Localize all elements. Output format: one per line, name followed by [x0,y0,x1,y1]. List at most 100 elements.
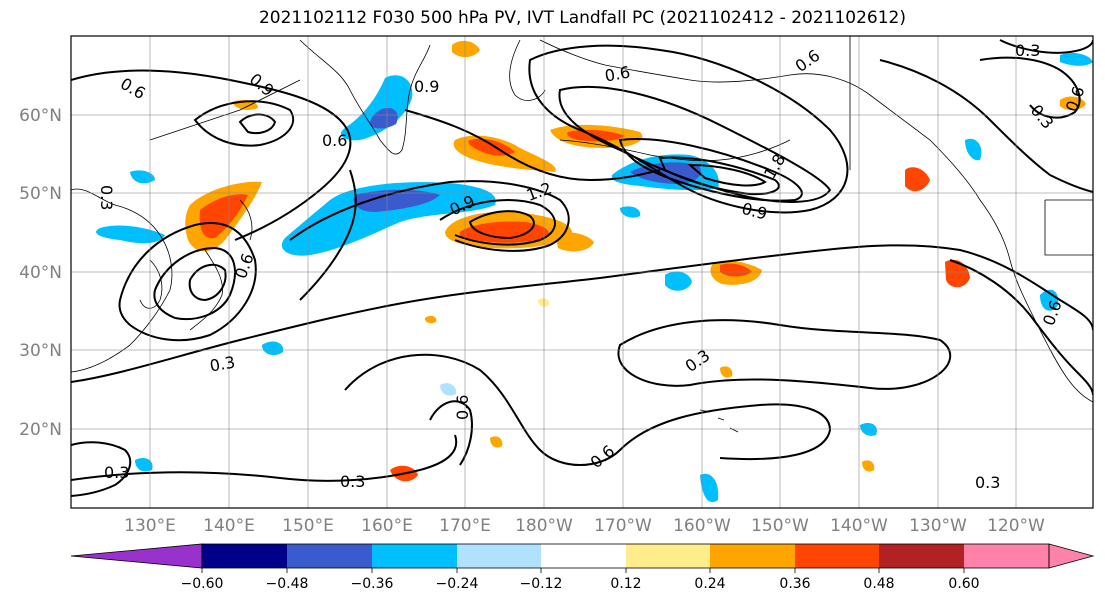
lon-label: 150°W [751,516,809,536]
colorbar-seg [879,544,964,568]
contour-japan2 [153,246,236,321]
coast-korea [139,259,163,309]
neg-shade-japan-w [96,225,165,244]
lon-label: 150°E [282,516,334,536]
coast-kamchatka [299,39,431,155]
pos-shade-sm2 [862,460,875,472]
colorbar-seg [457,544,541,568]
colorbar-tick: 0.48 [863,576,894,592]
lon-label: 120°W [987,516,1045,536]
contour-east [879,59,1093,193]
contour-ak-5 [687,163,767,187]
lon-label: 130°E [124,516,176,536]
contour-ak-4 [658,156,780,196]
neg-shade-s2 [860,423,877,436]
contour-east3 [999,39,1093,54]
colorbar-tick: −0.24 [436,576,479,592]
contour-label: 0.3 [208,352,236,375]
coast-westna [1009,259,1093,403]
contour-sw-corner [71,441,132,497]
contour-label: 0.3 [1015,41,1040,60]
contour-japan3 [188,263,227,302]
coast-aleutians [559,139,791,162]
contour-japan1 [118,222,257,342]
neg-shade-s4 [135,458,153,472]
lon-label: 130°W [909,516,967,536]
pos-shade-aleut-core [567,129,625,142]
colorbar-seg [287,544,372,568]
contour-label: 0.9 [414,77,439,96]
lon-label: 170°E [439,516,491,536]
pos-shade-sm1 [720,366,733,378]
neg-shade-hawaii [665,271,692,291]
neg-shade-s5 [620,206,641,218]
contour-label: 0.6 [603,62,631,85]
latitude-labels: 60°N 50°N 40°N 30°N 20°N [19,106,62,440]
lon-label: 140°E [203,516,255,536]
pos-shade-sm3 [490,436,503,448]
lat-label: 30°N [19,341,62,361]
colorbar-seg [964,544,1049,568]
colorbar-seg [372,544,457,568]
contour-north-loop [193,100,295,147]
pos-shade-sm6 [538,298,550,307]
contour-03-south [71,244,1093,383]
contour-label: 0.3 [340,472,365,491]
colorbar-tick: 0.36 [779,576,810,592]
neg-shade-s6 [440,383,457,396]
contour-pv-mid3 [468,210,535,240]
contour-pv-mid2 [439,199,556,246]
map-frame [70,35,1094,509]
coast-asia [71,188,173,373]
pos-shade-c [556,232,594,252]
contour-label: 0.6 [453,395,472,420]
neg-shade-kamchatka [340,75,413,141]
pos-shade-gulf-core [720,263,752,277]
pos-shade-sm5 [424,315,437,324]
contour-label: 0.3 [975,473,1000,492]
colorbar-seg [626,544,710,568]
colorbar-extend-high [1048,543,1095,569]
colorbar-tick: 0.24 [694,576,725,592]
neg-shade-bc [965,138,982,161]
colorbar-seg [202,544,287,568]
colorbar: −0.60 −0.48 −0.36 −0.24 −0.12 0.12 0.24 … [70,543,1095,592]
neg-shade-s1 [700,473,719,503]
contour-ak-2 [558,85,832,203]
colorbar-extend-low [70,543,203,569]
lon-label: 140°W [830,516,888,536]
pos-shade-nw [905,167,930,192]
contour-east2 [979,56,1081,119]
coast-japan [189,199,253,331]
lat-label: 50°N [19,184,62,204]
map-title: 2021102112 F030 500 hPa PV, IVT Landfall… [258,8,906,28]
neg-shade-kuril [281,182,496,256]
neg-shade-ak [1060,52,1093,66]
neg-shade-kamchatka-core [370,107,398,129]
pos-shade-main-core [459,221,549,243]
lat-label: 60°N [19,106,62,126]
colorbar-tick: 0.12 [610,576,641,592]
contour-ak-1 [528,44,849,214]
contour-03-loop-e [617,319,952,390]
pos-shade-top [452,40,480,58]
border-can [849,36,1093,256]
contour-se [949,259,1093,396]
colorbar-tick: −0.12 [520,576,563,592]
longitude-labels: 130°E 140°E 150°E 160°E 170°E 180°W 170°… [124,516,1045,536]
contour-label: 0.3 [104,463,129,482]
neg-shade-sea [130,170,155,184]
lon-label: 180°W [515,516,573,536]
pos-shade-nw2 [945,259,970,288]
colorbar-tick: −0.36 [351,576,394,592]
colorbar-frame [201,543,1050,569]
lon-label: 170°W [594,516,652,536]
contour-06-swirl [344,353,832,466]
lon-label: 160°E [361,516,413,536]
colorbar-seg [710,544,795,568]
colorbar-tick: −0.60 [181,576,224,592]
colorbar-seg [541,544,626,568]
contour-06-inner [429,400,473,466]
coastlines [71,36,1093,433]
